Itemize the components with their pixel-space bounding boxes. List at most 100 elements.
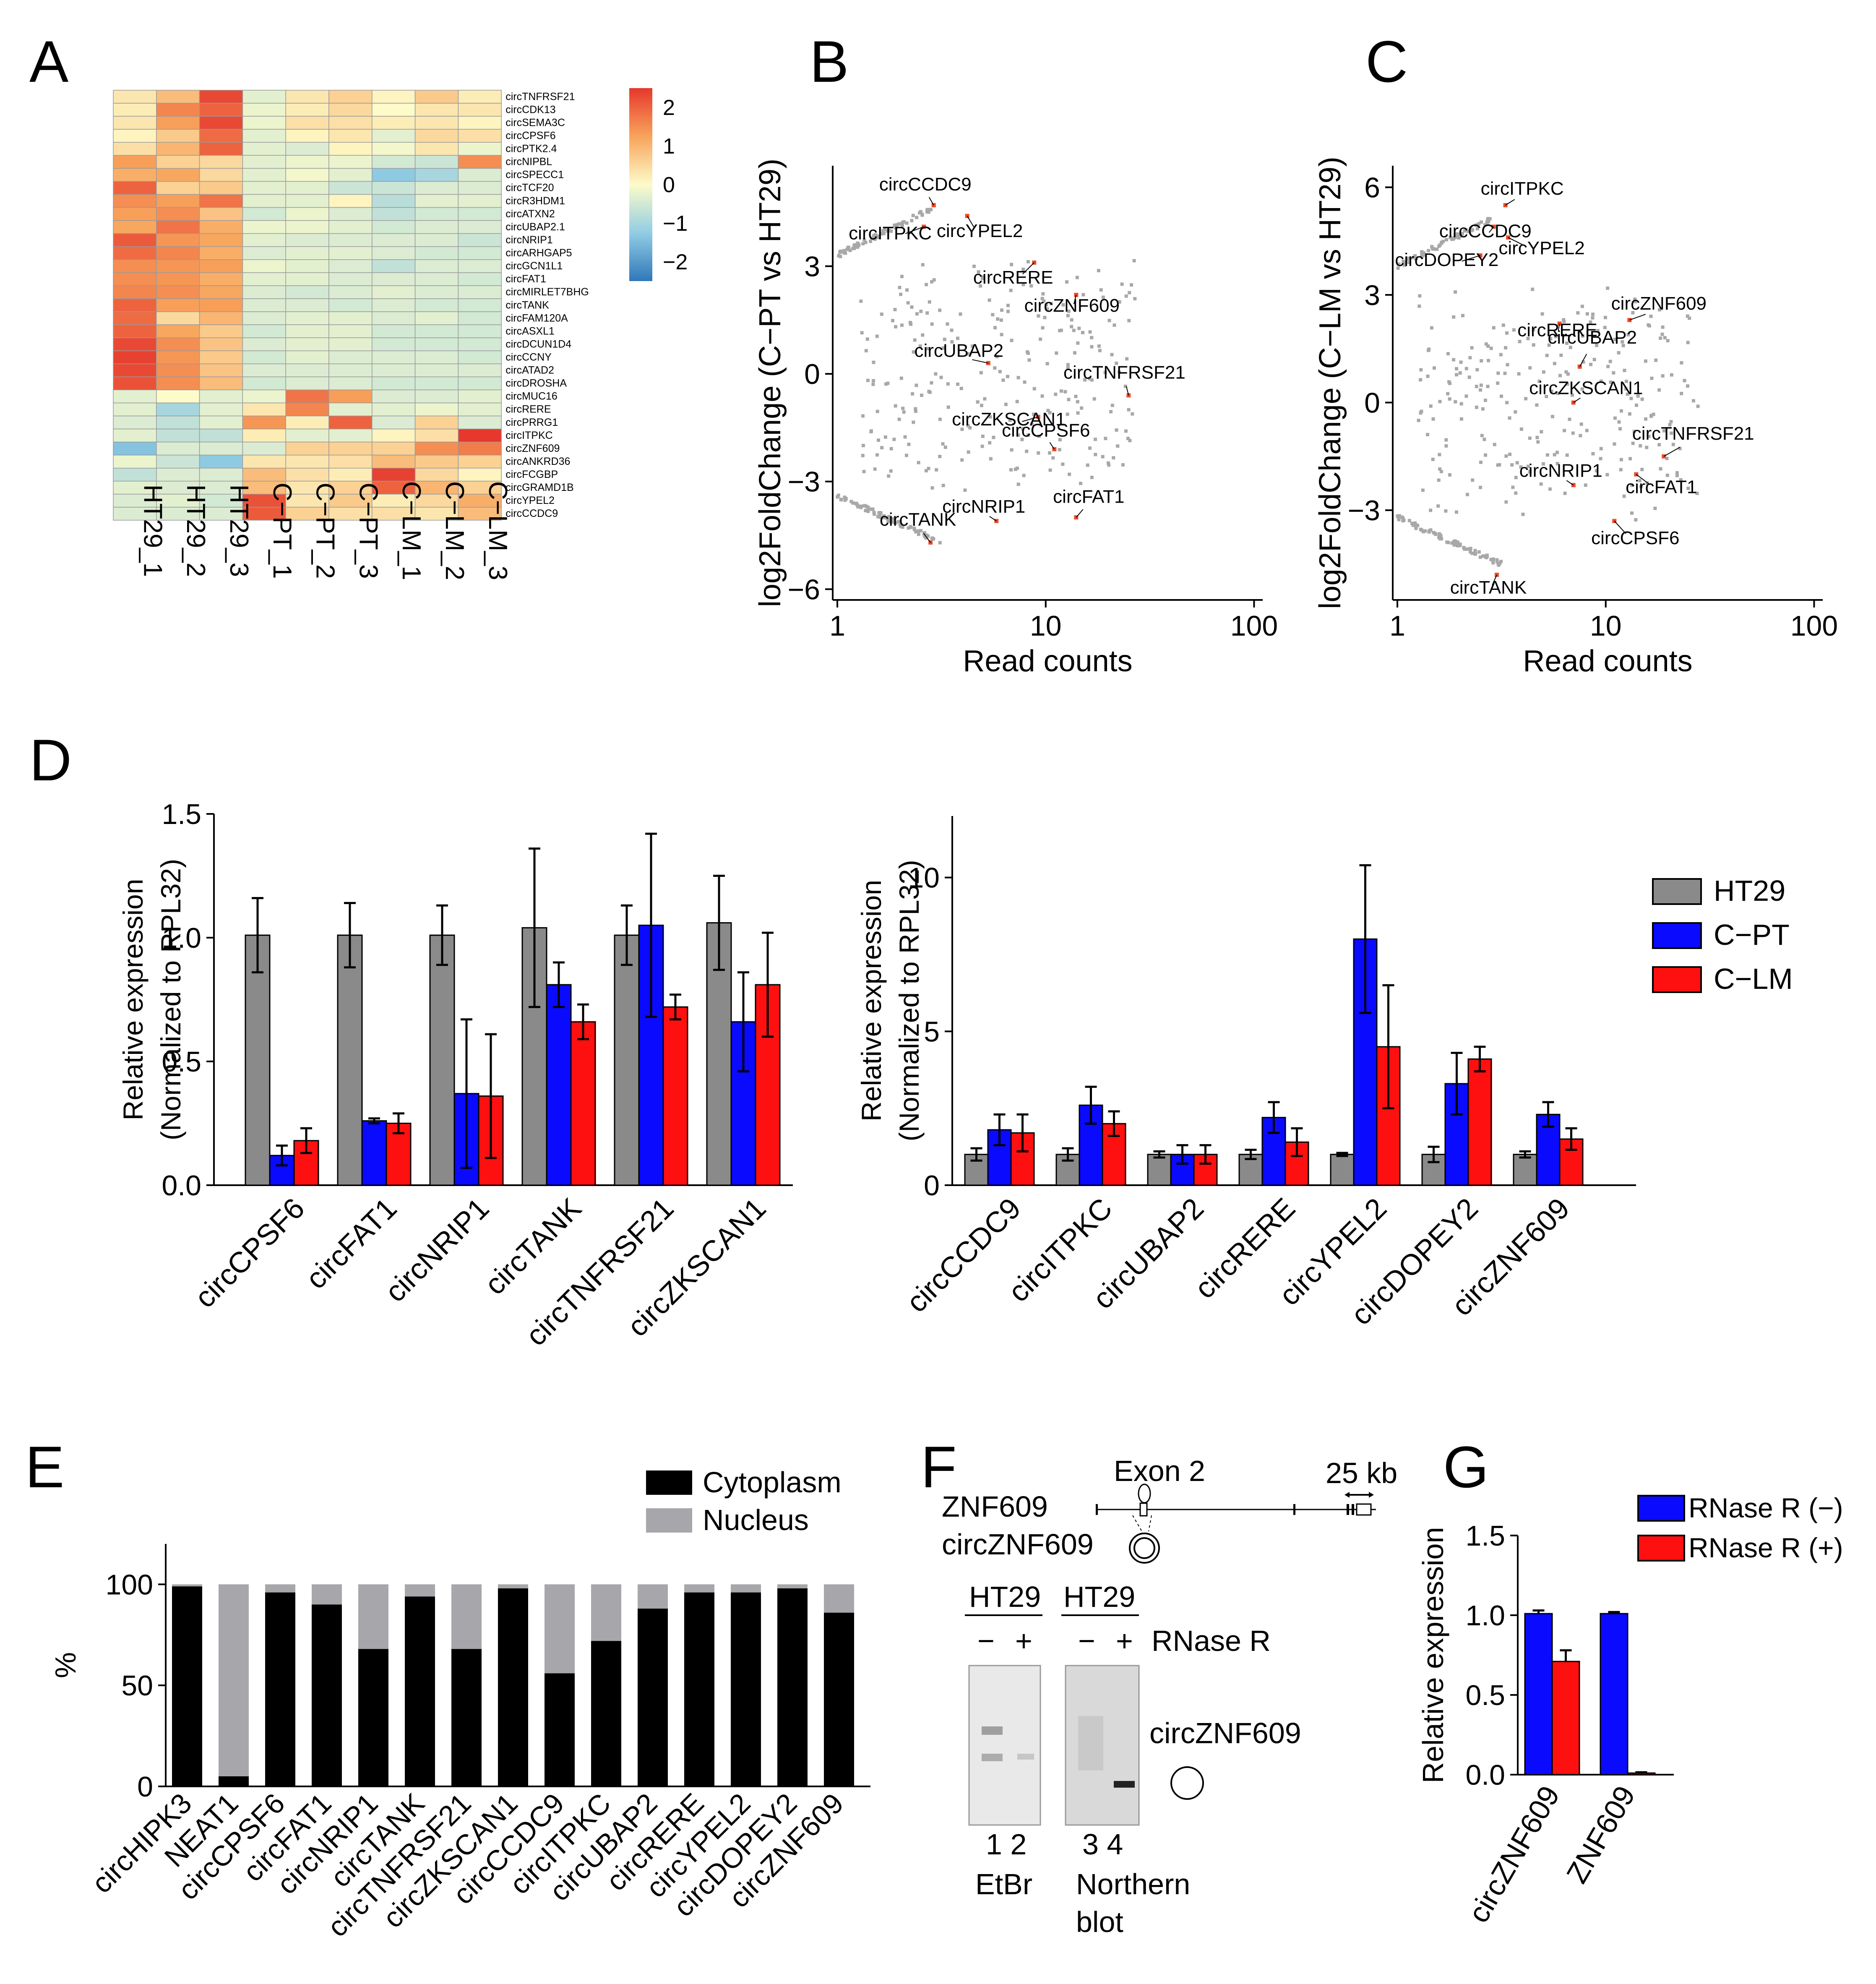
data-point bbox=[1539, 482, 1543, 486]
data-point bbox=[861, 454, 865, 457]
bar-cytoplasm bbox=[172, 1586, 202, 1786]
data-point bbox=[1066, 366, 1070, 370]
data-point bbox=[1542, 370, 1545, 374]
data-point bbox=[1481, 407, 1485, 411]
data-point bbox=[1125, 357, 1129, 361]
data-point bbox=[1645, 446, 1649, 449]
data-point bbox=[1489, 347, 1493, 350]
data-point bbox=[1037, 451, 1040, 455]
heatmap-cell bbox=[242, 298, 286, 312]
data-point bbox=[1657, 388, 1661, 392]
data-point bbox=[922, 531, 926, 534]
data-point bbox=[1027, 260, 1030, 263]
heatmap-cell bbox=[414, 233, 459, 247]
data-point bbox=[1618, 427, 1622, 431]
data-point bbox=[1396, 514, 1399, 518]
heatmap-cell bbox=[414, 481, 459, 495]
data-point bbox=[891, 519, 895, 522]
data-point bbox=[1463, 547, 1467, 551]
heatmap-cell bbox=[242, 220, 286, 234]
heatmap-cell bbox=[285, 428, 329, 443]
data-point bbox=[1526, 336, 1530, 340]
data-point bbox=[872, 379, 875, 383]
data-point bbox=[1505, 331, 1509, 335]
data-point bbox=[1678, 447, 1682, 451]
data-point bbox=[1565, 342, 1569, 345]
legend-label: RNase R (+) bbox=[1688, 1532, 1843, 1563]
data-point bbox=[1545, 354, 1549, 357]
data-point bbox=[1066, 314, 1070, 318]
data-point bbox=[1004, 402, 1008, 406]
y-tick-label: 3 bbox=[804, 251, 820, 283]
label-leader bbox=[1636, 474, 1650, 485]
heatmap-cell bbox=[199, 441, 243, 456]
data-point bbox=[1037, 434, 1041, 438]
data-point bbox=[1540, 430, 1543, 434]
data-point bbox=[1009, 289, 1013, 292]
data-point bbox=[1550, 415, 1554, 418]
heatmap-row-label: circZNF609 bbox=[505, 443, 560, 454]
data-point bbox=[1046, 409, 1050, 412]
data-point bbox=[935, 468, 938, 472]
heatmap-cell bbox=[458, 507, 502, 521]
bar bbox=[245, 934, 271, 1186]
heatmap-cell bbox=[285, 441, 329, 456]
data-point bbox=[884, 382, 888, 386]
data-point bbox=[1489, 558, 1493, 561]
heatmap-cell bbox=[414, 402, 459, 417]
heatmap-cell bbox=[458, 363, 502, 378]
data-point bbox=[1508, 416, 1511, 420]
data-point bbox=[864, 349, 868, 352]
data-point bbox=[1419, 411, 1423, 415]
bar-cytoplasm bbox=[451, 1649, 482, 1786]
data-point bbox=[927, 210, 930, 214]
data-point bbox=[907, 443, 911, 446]
data-point bbox=[1652, 412, 1655, 416]
legend-swatch bbox=[1637, 1535, 1685, 1562]
data-point bbox=[993, 326, 997, 330]
heatmap-cell bbox=[328, 481, 373, 495]
bar bbox=[662, 1006, 688, 1186]
data-point bbox=[1027, 433, 1030, 437]
heatmap-cell bbox=[458, 246, 502, 260]
data-point bbox=[1454, 400, 1457, 404]
band-lane2 bbox=[1017, 1754, 1034, 1760]
data-point bbox=[880, 446, 884, 450]
data-point bbox=[1037, 314, 1040, 318]
heatmap-cell bbox=[414, 311, 459, 325]
data-point bbox=[914, 409, 917, 413]
heatmap-cell bbox=[113, 155, 157, 169]
data-point bbox=[872, 360, 875, 364]
data-point bbox=[1514, 491, 1518, 495]
heatmap-cell bbox=[113, 428, 157, 443]
data-point bbox=[1492, 326, 1496, 330]
data-point bbox=[1460, 232, 1464, 236]
legend-e: Cytoplasm Nucleus bbox=[646, 1466, 842, 1536]
data-point bbox=[837, 254, 841, 258]
heatmap-cell bbox=[242, 350, 286, 365]
data-point bbox=[1457, 232, 1460, 236]
data-point bbox=[1098, 349, 1102, 352]
heatmap-row-label: circDROSHA bbox=[505, 378, 567, 389]
legend-swatch bbox=[1637, 1495, 1685, 1522]
data-point bbox=[1461, 314, 1464, 318]
data-point bbox=[1477, 222, 1481, 226]
data-point bbox=[1628, 412, 1631, 416]
heatmap-cell bbox=[113, 285, 157, 299]
data-point bbox=[1512, 328, 1516, 332]
data-point bbox=[996, 317, 1000, 321]
data-point bbox=[1562, 320, 1566, 323]
data-point bbox=[1683, 379, 1686, 383]
y-tick-label: −6 bbox=[787, 574, 820, 605]
data-point bbox=[966, 424, 970, 428]
data-point bbox=[1410, 521, 1414, 525]
bar-nucleus bbox=[358, 1584, 388, 1649]
label-leader bbox=[1492, 574, 1497, 586]
heatmap-cell bbox=[458, 376, 502, 391]
data-point bbox=[926, 534, 930, 538]
data-point bbox=[1479, 383, 1483, 387]
data-point bbox=[941, 346, 945, 350]
data-point bbox=[1022, 474, 1026, 477]
heatmap-cell bbox=[285, 116, 329, 130]
data-point bbox=[842, 249, 846, 253]
